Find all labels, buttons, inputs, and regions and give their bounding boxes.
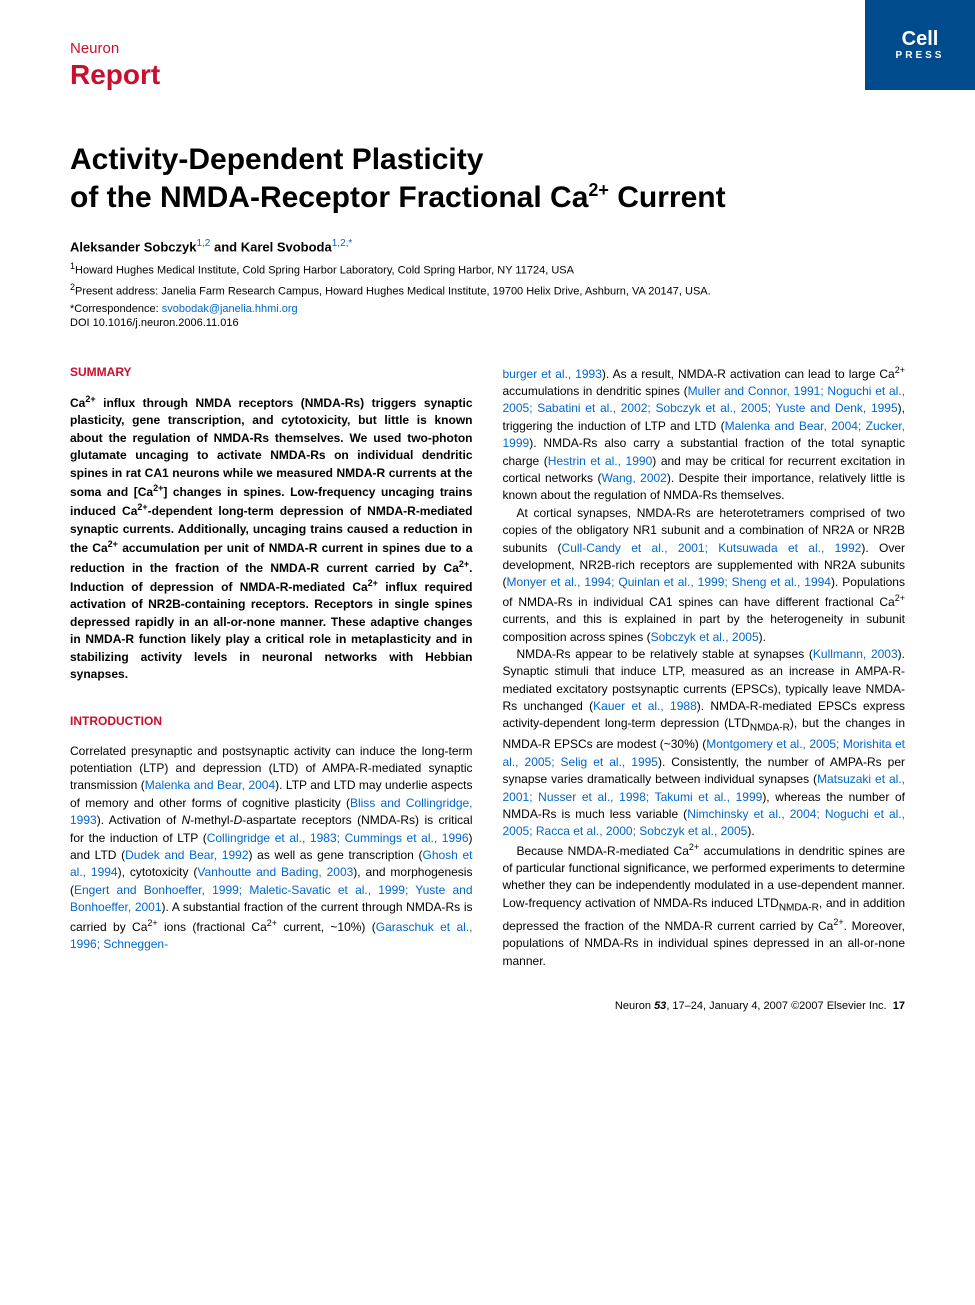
t: -methyl- <box>190 813 233 827</box>
footer-issue: Neuron <box>615 1000 654 1012</box>
sup: 2+ <box>267 918 277 928</box>
sup: 2+ <box>368 578 378 588</box>
t: NMDA-Rs appear to be relatively stable a… <box>517 647 813 661</box>
t: influx required activation of NR2B-conta… <box>70 580 473 681</box>
citation[interactable]: Collingridge et al., 1983; Cummings et a… <box>207 831 469 845</box>
summary-heading: SUMMARY <box>70 364 473 381</box>
sup: 2+ <box>85 394 95 404</box>
author-1-aff: 1,2 <box>196 238 210 249</box>
author-2-aff: 1,2,* <box>332 238 353 249</box>
footer-pages: , 17–24, January 4, 2007 ©2007 Elsevier … <box>666 1000 886 1012</box>
col2-paragraph-3: NMDA-Rs appear to be relatively stable a… <box>503 646 906 841</box>
article-title: Activity-Dependent Plasticity of the NMD… <box>70 141 905 216</box>
citation[interactable]: Hestrin et al., 1990 <box>548 454 652 468</box>
affiliation-1: 1Howard Hughes Medical Institute, Cold S… <box>70 260 905 279</box>
italic: N <box>182 813 191 827</box>
summary-paragraph: Ca2+ influx through NMDA receptors (NMDA… <box>70 393 473 683</box>
introduction-heading: INTRODUCTION <box>70 713 473 730</box>
journal-name: Neuron <box>70 40 905 57</box>
author-1: Aleksander Sobczyk <box>70 239 196 254</box>
citation[interactable]: Malenka and Bear, 2004 <box>145 778 275 792</box>
italic: D <box>234 813 243 827</box>
author-sep: and <box>210 239 240 254</box>
cell-logo-text: Cell <box>902 28 939 50</box>
citation[interactable]: Kauer et al., 1988 <box>593 699 697 713</box>
corr-label: *Correspondence: <box>70 303 162 315</box>
t: ). As a result, NMDA-R activation can le… <box>602 367 895 381</box>
title-line2b: Current <box>609 181 726 214</box>
corr-email[interactable]: svobodak@janelia.hhmi.org <box>162 303 298 315</box>
t: accumulations in dendritic spines ( <box>503 384 688 398</box>
sup: 2+ <box>689 842 699 852</box>
citation[interactable]: Monyer et al., 1994; Quinlan et al., 199… <box>507 575 831 589</box>
page-content: Neuron Report Activity-Dependent Plastic… <box>0 0 975 1042</box>
citation[interactable]: Wang, 2002 <box>601 471 666 485</box>
cell-press-logo: Cell PRESS <box>896 29 945 61</box>
affiliation-2: 2Present address: Janelia Farm Research … <box>70 281 905 300</box>
t: ) as well as gene transcription ( <box>249 848 423 862</box>
t: ). Activation of <box>97 813 182 827</box>
t: ), cytotoxicity ( <box>118 865 198 879</box>
cell-press-text: PRESS <box>896 51 945 61</box>
cell-press-badge: Cell PRESS <box>865 0 975 90</box>
sup: 2+ <box>137 502 147 512</box>
t: influx through NMDA receptors (NMDA-Rs) … <box>70 396 473 499</box>
t: accumulation per unit of NMDA-R current … <box>70 541 473 574</box>
footer-vol: 53 <box>654 1000 666 1012</box>
intro-paragraph-1: Correlated presynaptic and postsynaptic … <box>70 743 473 954</box>
citation[interactable]: Dudek and Bear, 1992 <box>125 848 248 862</box>
citation[interactable]: Sobczyk et al., 2005 <box>651 630 759 644</box>
col2-paragraph-1: burger et al., 1993). As a result, NMDA-… <box>503 364 906 505</box>
citation[interactable]: Kullmann, 2003 <box>813 647 898 661</box>
t: Ca <box>70 396 85 410</box>
article-type: Report <box>70 59 905 91</box>
t: ). <box>747 824 754 838</box>
sup: 2+ <box>459 559 469 569</box>
correspondence: *Correspondence: svobodak@janelia.hhmi.o… <box>70 303 905 315</box>
doi: DOI 10.1016/j.neuron.2006.11.016 <box>70 317 905 329</box>
page-footer: Neuron 53, 17–24, January 4, 2007 ©2007 … <box>70 1000 905 1012</box>
column-right: burger et al., 1993). As a result, NMDA-… <box>503 364 906 970</box>
col2-paragraph-4: Because NMDA-R-mediated Ca2+ accumulatio… <box>503 841 906 970</box>
citation[interactable]: Cull-Candy et al., 2001; Kutsuwada et al… <box>562 541 862 555</box>
sup: 2+ <box>895 593 905 603</box>
col2-paragraph-2: At cortical synapses, NMDA-Rs are hetero… <box>503 505 906 646</box>
text-columns: SUMMARY Ca2+ influx through NMDA recepto… <box>70 364 905 970</box>
sup: 2+ <box>895 365 905 375</box>
aff2-text: Present address: Janelia Farm Research C… <box>75 286 711 298</box>
sup: 2+ <box>833 917 843 927</box>
title-line2a: of the NMDA-Receptor Fractional Ca <box>70 181 588 214</box>
aff1-text: Howard Hughes Medical Institute, Cold Sp… <box>75 265 574 277</box>
footer-page: 17 <box>893 1000 905 1012</box>
subscript: NMDA-R <box>779 902 819 913</box>
title-line1: Activity-Dependent Plasticity <box>70 143 483 176</box>
citation[interactable]: burger et al., 1993 <box>503 367 602 381</box>
sup: 2+ <box>153 483 163 493</box>
t: Because NMDA-R-mediated Ca <box>517 844 689 858</box>
author-2: Karel Svoboda <box>241 239 332 254</box>
column-left: SUMMARY Ca2+ influx through NMDA recepto… <box>70 364 473 970</box>
sup: 2+ <box>147 918 157 928</box>
t: ions (fractional Ca <box>158 920 267 934</box>
title-sup: 2+ <box>588 180 609 200</box>
t: ). <box>759 630 766 644</box>
sup: 2+ <box>108 539 118 549</box>
t: current, ~10%) ( <box>277 920 376 934</box>
citation[interactable]: Vanhoutte and Bading, 2003 <box>197 865 353 879</box>
authors: Aleksander Sobczyk1,2 and Karel Svoboda1… <box>70 238 905 254</box>
subscript: NMDA-R <box>750 723 790 734</box>
